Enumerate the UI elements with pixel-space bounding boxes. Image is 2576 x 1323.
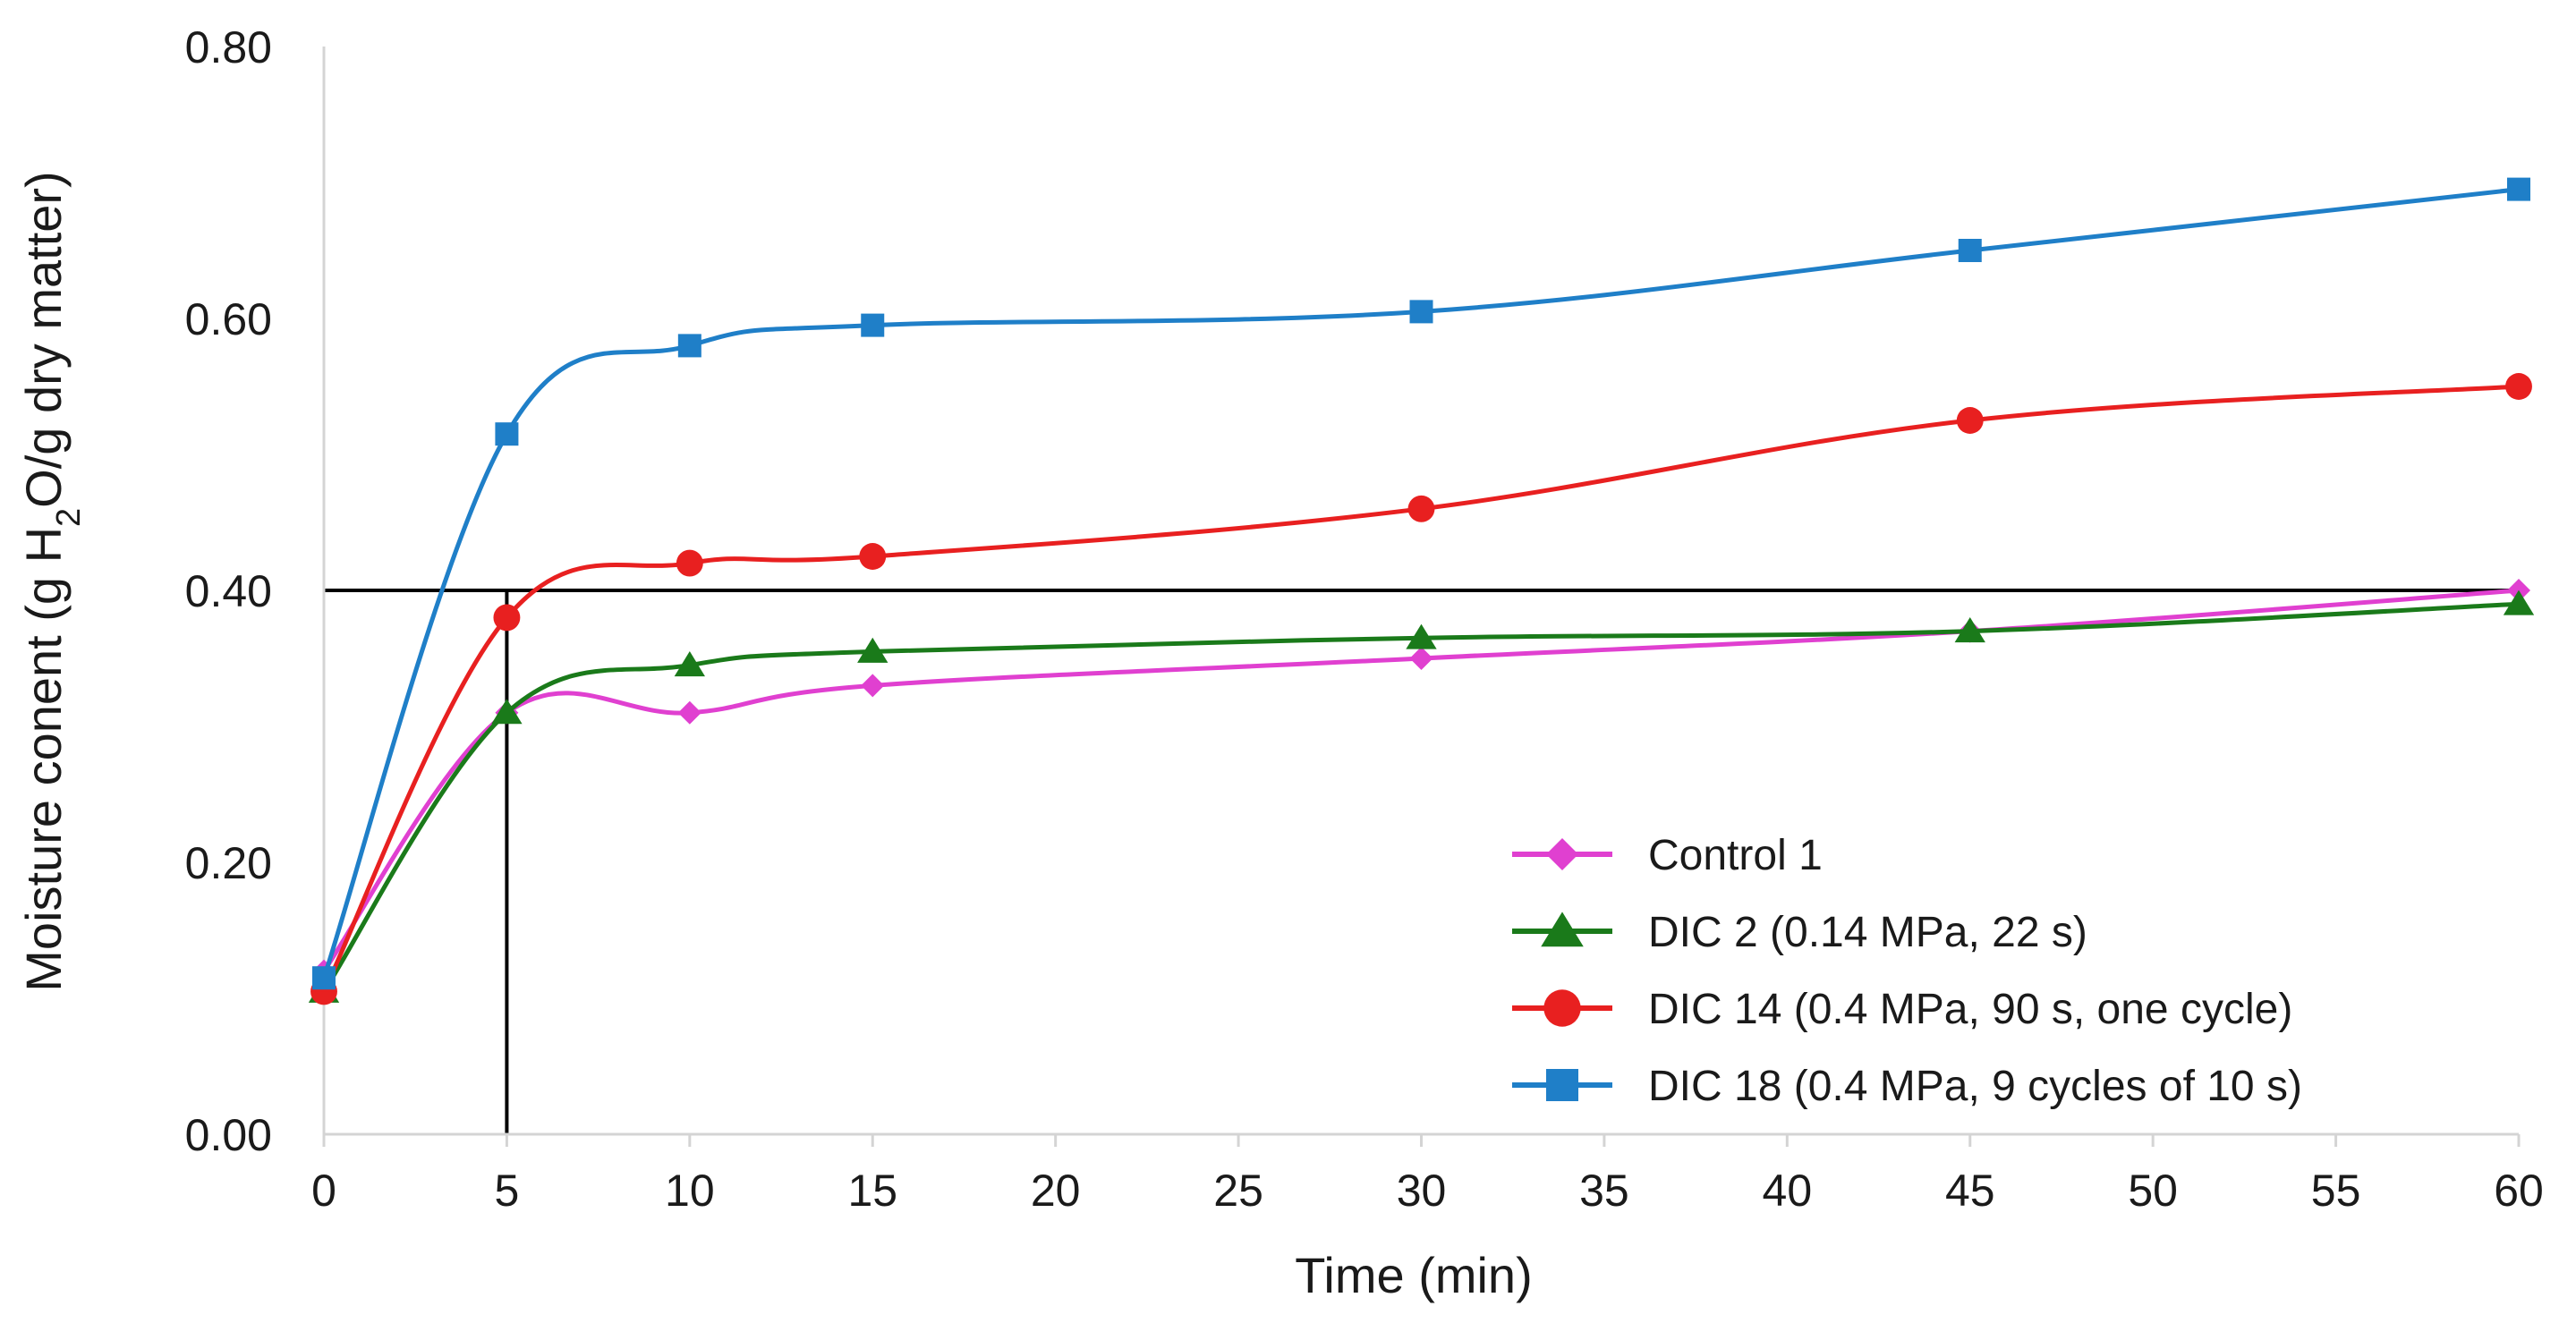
- y-axis-title-subscript: 2: [50, 508, 88, 527]
- y-tick-label: 0.60: [185, 294, 272, 344]
- x-tick-label: 0: [311, 1166, 336, 1216]
- y-axis-title: Moisture conent (g H2O/g dry matter): [15, 171, 88, 991]
- y-axis-title-part-2: O/g dry matter): [15, 171, 72, 508]
- x-tick-label: 5: [495, 1166, 520, 1216]
- data-point: [677, 334, 701, 358]
- series-3: [310, 373, 2532, 1005]
- data-point: [493, 604, 521, 632]
- data-point: [2505, 373, 2532, 400]
- data-point: [857, 637, 888, 663]
- y-tick-label: 0.00: [185, 1110, 272, 1160]
- legend-label: DIC 14 (0.4 MPa, 90 s, one cycle): [1648, 986, 2292, 1033]
- data-point: [1958, 239, 1982, 262]
- data-point: [674, 651, 705, 677]
- y-tick-label: 0.80: [185, 22, 272, 72]
- legend-item: Control 1: [1512, 832, 1823, 879]
- x-tick-label: 50: [2128, 1166, 2178, 1216]
- legend-label: DIC 18 (0.4 MPa, 9 cycles of 10 s): [1648, 1063, 2302, 1110]
- x-tick-label: 55: [2311, 1166, 2361, 1216]
- x-tick-label: 60: [2494, 1166, 2544, 1216]
- legend-swatch-marker: [1546, 1069, 1578, 1101]
- x-tick-label: 35: [1579, 1166, 1629, 1216]
- data-point: [861, 313, 885, 337]
- series-line: [321, 187, 2520, 979]
- data-point: [312, 966, 336, 990]
- data-point: [1407, 495, 1435, 522]
- legend-item: DIC 18 (0.4 MPa, 9 cycles of 10 s): [1512, 1063, 2302, 1110]
- series-4: [312, 177, 2530, 990]
- data-point: [861, 674, 885, 698]
- data-point: [1409, 647, 1433, 670]
- legend-label: Control 1: [1648, 832, 1823, 879]
- data-point: [491, 699, 523, 725]
- x-axis-title: Time (min): [1295, 1247, 1532, 1303]
- legend-swatch-marker: [1541, 912, 1584, 947]
- data-point: [1409, 300, 1433, 324]
- data-point: [859, 543, 887, 570]
- data-point: [495, 422, 519, 446]
- x-tick-label: 40: [1763, 1166, 1813, 1216]
- legend-item: DIC 14 (0.4 MPa, 90 s, one cycle): [1512, 986, 2292, 1033]
- y-tick-label: 0.20: [185, 838, 272, 888]
- x-tick-label: 15: [847, 1166, 897, 1216]
- legend-swatch-marker: [1546, 838, 1578, 870]
- data-point: [677, 700, 701, 725]
- legend-label: DIC 2 (0.14 MPa, 22 s): [1648, 909, 2087, 956]
- data-point: [1956, 407, 1984, 434]
- y-axis-title-part-1: Moisture conent (g H: [15, 527, 72, 992]
- x-tick-label: 45: [1945, 1166, 1995, 1216]
- legend-item: DIC 2 (0.14 MPa, 22 s): [1512, 909, 2087, 956]
- x-tick-label: 30: [1397, 1166, 1447, 1216]
- x-tick-label: 20: [1031, 1166, 1081, 1216]
- y-tick-label: 0.40: [185, 566, 272, 616]
- data-point: [1406, 623, 1437, 649]
- data-point: [1954, 617, 1985, 643]
- x-tick-label: 25: [1213, 1166, 1263, 1216]
- data-point: [676, 549, 703, 577]
- legend-swatch-marker: [1543, 989, 1581, 1027]
- data-point: [2503, 589, 2535, 615]
- series-line: [321, 384, 2520, 993]
- x-tick-label: 10: [665, 1166, 715, 1216]
- legend: Control 1 DIC 2 (0.14 MPa, 22 s) DIC 14 (0…: [1512, 832, 2302, 1110]
- data-point: [2507, 177, 2530, 201]
